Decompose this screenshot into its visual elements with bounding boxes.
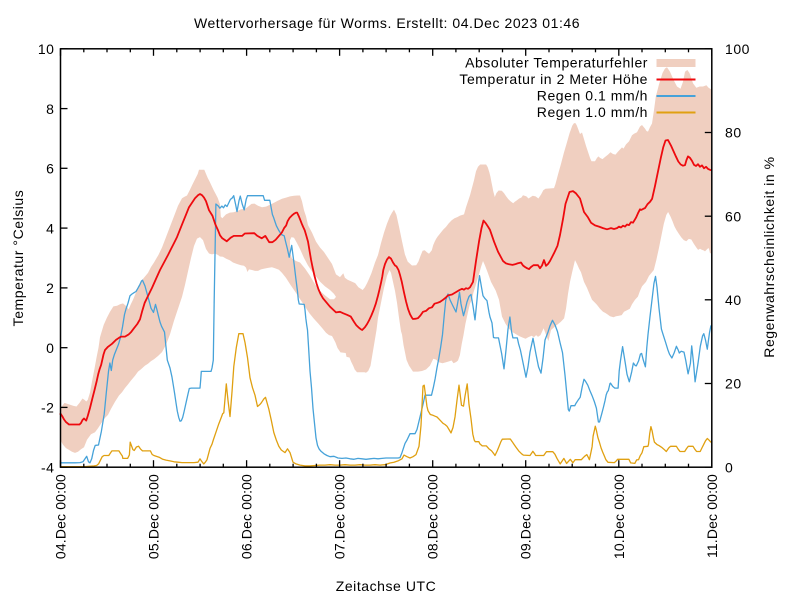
svg-text:05.Dec 00:00: 05.Dec 00:00 [146, 474, 162, 559]
svg-text:40: 40 [725, 292, 742, 308]
svg-text:Temperatur in 2 Meter Höhe: Temperatur in 2 Meter Höhe [459, 71, 648, 87]
svg-text:Wettervorhersage für Worms. Er: Wettervorhersage für Worms. Erstellt: 04… [194, 15, 580, 31]
svg-text:11.Dec 00:00: 11.Dec 00:00 [704, 474, 720, 558]
svg-text:60: 60 [725, 208, 742, 224]
svg-text:10.Dec 00:00: 10.Dec 00:00 [611, 474, 627, 559]
svg-text:Zeitachse UTC: Zeitachse UTC [336, 578, 437, 594]
svg-text:100: 100 [725, 41, 750, 57]
svg-text:Regenwahrscheinlichkeit in %: Regenwahrscheinlichkeit in % [761, 156, 777, 357]
svg-text:10: 10 [38, 41, 55, 57]
svg-text:-4: -4 [41, 459, 55, 475]
svg-text:6: 6 [46, 161, 54, 177]
svg-text:0: 0 [46, 340, 54, 356]
svg-text:20: 20 [725, 376, 742, 392]
svg-text:Regen 1.0 mm/h: Regen 1.0 mm/h [537, 104, 648, 120]
svg-text:07.Dec 00:00: 07.Dec 00:00 [332, 474, 348, 559]
svg-text:80: 80 [725, 125, 742, 141]
svg-text:09.Dec 00:00: 09.Dec 00:00 [518, 474, 534, 559]
svg-text:2: 2 [46, 280, 54, 296]
svg-text:Regen 0.1 mm/h: Regen 0.1 mm/h [537, 88, 648, 104]
svg-text:Temperatur °Celsius: Temperatur °Celsius [10, 190, 26, 327]
svg-text:08.Dec 00:00: 08.Dec 00:00 [425, 474, 441, 559]
svg-text:0: 0 [725, 459, 733, 475]
svg-text:04.Dec 00:00: 04.Dec 00:00 [53, 474, 69, 559]
svg-text:-2: -2 [41, 400, 55, 416]
svg-text:Absoluter Temperaturfehler: Absoluter Temperaturfehler [465, 55, 648, 71]
svg-text:4: 4 [46, 220, 54, 236]
svg-text:8: 8 [46, 101, 54, 117]
svg-text:06.Dec 00:00: 06.Dec 00:00 [239, 474, 255, 559]
